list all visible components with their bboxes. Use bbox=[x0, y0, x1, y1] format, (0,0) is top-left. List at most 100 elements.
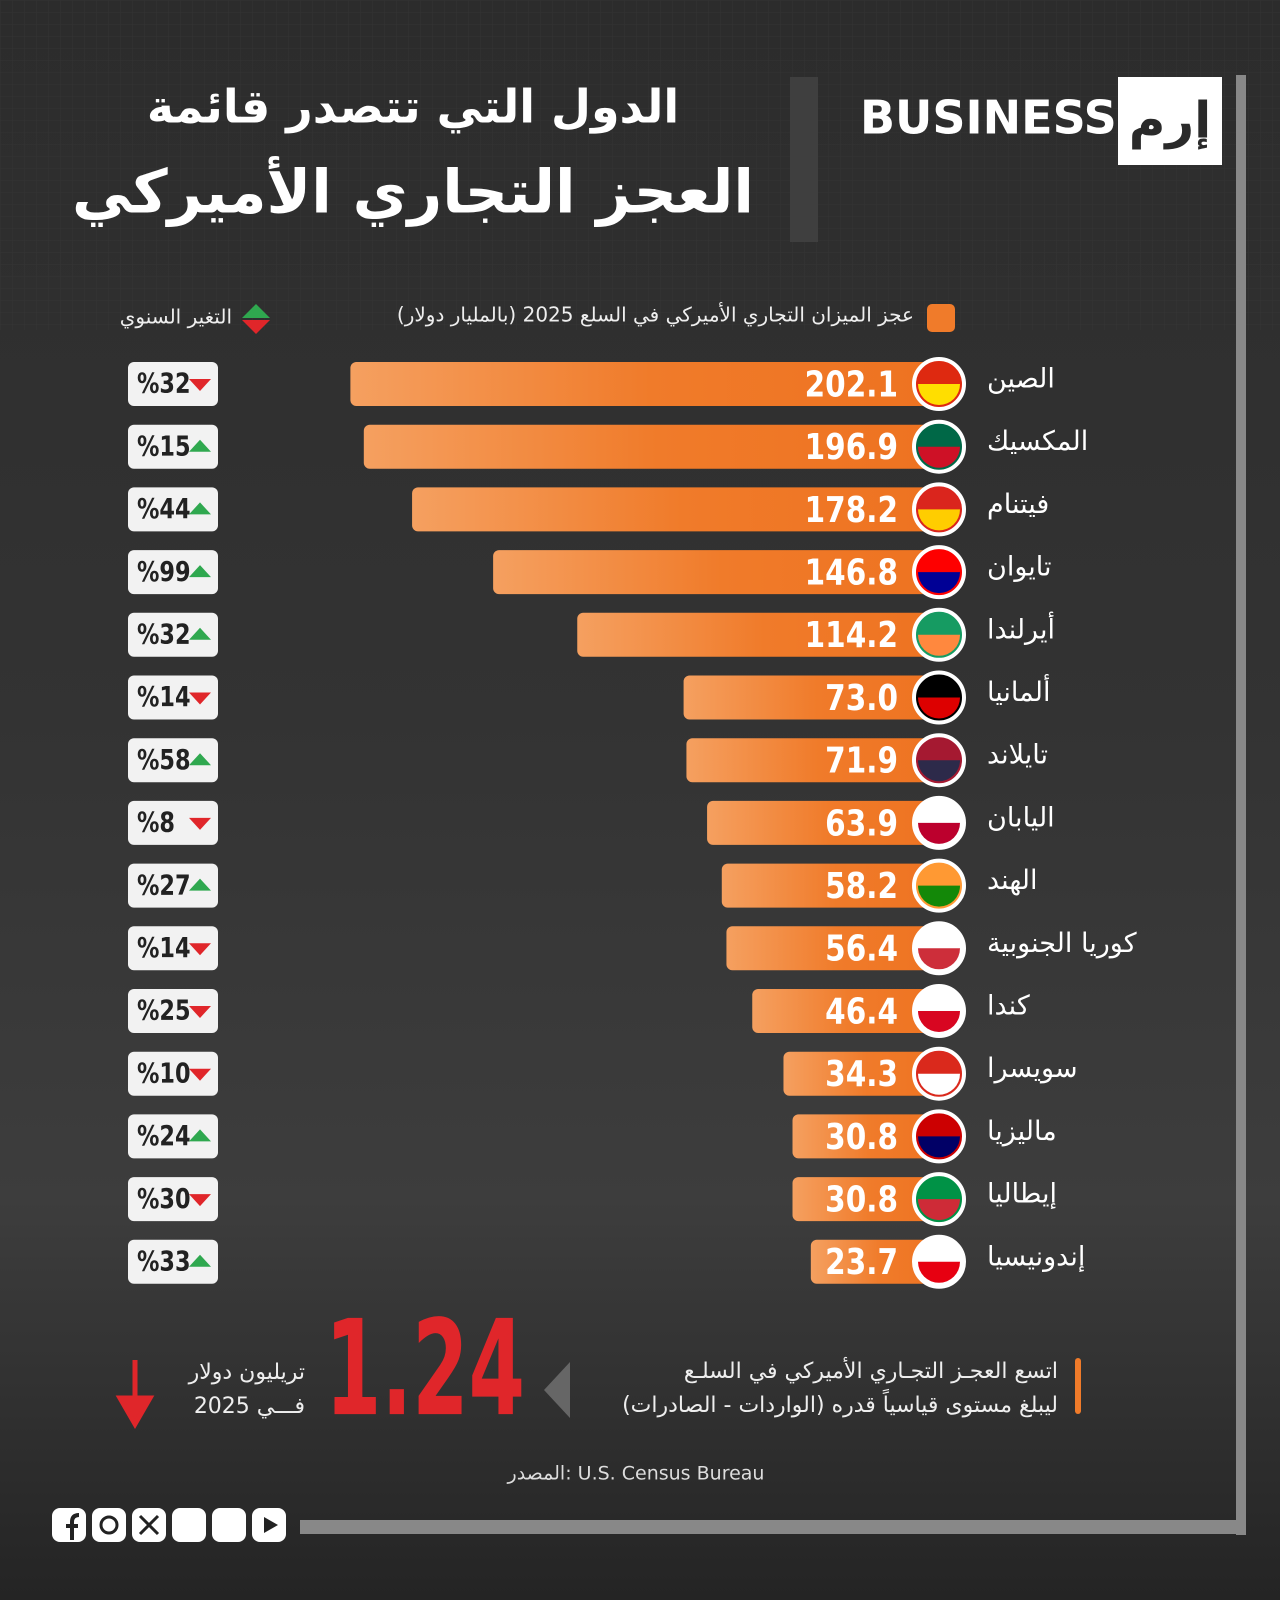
change-label: %25 bbox=[137, 993, 191, 1026]
country-label: كندا bbox=[987, 991, 1030, 1022]
change-box bbox=[128, 863, 218, 908]
icon-instagram[interactable] bbox=[92, 1508, 126, 1542]
change-label: %30 bbox=[137, 1181, 191, 1214]
country-label: سويسرا bbox=[987, 1053, 1078, 1084]
country-label: تايوان bbox=[987, 552, 1052, 583]
change-box bbox=[128, 1114, 218, 1159]
change-label: %99 bbox=[137, 554, 191, 587]
change-header: التغير السنوي bbox=[120, 305, 232, 330]
value-label: 30.8 bbox=[825, 1178, 898, 1221]
flag-detail bbox=[918, 1073, 960, 1095]
change-box bbox=[128, 1051, 218, 1096]
flag-detail bbox=[918, 634, 960, 656]
rows: الصين 202.1 %32 المكسيك 196.9 %15 فيتنام 178.2%… bbox=[128, 357, 1137, 1289]
change-label: %15 bbox=[137, 429, 191, 462]
change-box bbox=[128, 738, 218, 783]
change-box bbox=[128, 487, 218, 532]
change-arrow bbox=[189, 627, 211, 640]
bar bbox=[721, 863, 950, 908]
bar bbox=[363, 424, 950, 469]
title: العجز التجاري الأميركي bbox=[72, 156, 754, 228]
icon-glyph bbox=[99, 1515, 119, 1535]
total-year: فـــي 2025 bbox=[194, 1394, 305, 1419]
bar bbox=[726, 926, 950, 971]
change-box bbox=[128, 800, 218, 845]
change-box bbox=[128, 362, 218, 406]
country-label: ماليزيا bbox=[987, 1116, 1057, 1147]
brand-box bbox=[1118, 77, 1222, 165]
country-label: إيطاليا bbox=[987, 1179, 1057, 1210]
flag-detail bbox=[918, 572, 960, 594]
value-label: 178.2 bbox=[805, 488, 898, 531]
country-label: إندونيسيا bbox=[987, 1241, 1085, 1272]
icon-snapchat[interactable] bbox=[212, 1508, 246, 1542]
flag-detail bbox=[918, 384, 960, 405]
change-arrow bbox=[189, 878, 211, 891]
change-arrow bbox=[189, 1129, 211, 1142]
country-label: أيرلندا bbox=[987, 610, 1055, 645]
change-label: %44 bbox=[137, 492, 191, 525]
flag-detail bbox=[918, 1261, 960, 1283]
change-box bbox=[128, 989, 218, 1033]
bar bbox=[686, 738, 950, 783]
value-label: 202.1 bbox=[805, 362, 898, 405]
bar bbox=[792, 1177, 950, 1222]
value-label: 196.9 bbox=[805, 425, 898, 468]
bar bbox=[683, 675, 950, 720]
change-arrow bbox=[189, 1254, 211, 1267]
bar bbox=[577, 612, 950, 657]
icon-glyph bbox=[138, 1514, 160, 1536]
value-label: 56.4 bbox=[825, 927, 898, 970]
change-label: %14 bbox=[137, 680, 191, 713]
flag-detail bbox=[918, 509, 960, 531]
bar bbox=[412, 487, 950, 532]
frame-bottom bbox=[300, 1520, 1246, 1534]
divider bbox=[790, 77, 818, 242]
source: المصدر: U.S. Census Bureau bbox=[507, 1463, 765, 1485]
value-label: 58.2 bbox=[825, 864, 898, 907]
country-label: فيتنام bbox=[987, 489, 1049, 520]
flag-detail bbox=[918, 446, 960, 468]
subtitle: الدول التي تتصدر قائمة bbox=[147, 80, 679, 134]
change-label: %14 bbox=[137, 931, 191, 964]
icon-tiktok[interactable] bbox=[172, 1508, 206, 1542]
country-label: المكسيك bbox=[987, 426, 1088, 457]
change-box bbox=[128, 612, 218, 657]
flag-detail bbox=[918, 1011, 960, 1032]
value-label: 63.9 bbox=[825, 801, 898, 844]
value-label: 30.8 bbox=[825, 1115, 898, 1158]
brand: BUSINESS bbox=[860, 91, 1117, 145]
change-label: %58 bbox=[137, 742, 191, 775]
change-box bbox=[128, 926, 218, 971]
change-arrow bbox=[189, 379, 211, 391]
change-arrow bbox=[189, 439, 211, 452]
change-label: %8 bbox=[137, 805, 175, 838]
frame-right bbox=[1236, 75, 1246, 1535]
value-label: 34.3 bbox=[825, 1052, 898, 1095]
bar bbox=[752, 989, 950, 1033]
note-line: اتسع العجـز التجـاري الأميركي في السلـع bbox=[684, 1357, 1058, 1384]
country-label: الهند bbox=[987, 865, 1038, 896]
flag-detail bbox=[918, 1136, 960, 1158]
country-label: الصين bbox=[987, 364, 1055, 395]
change-box bbox=[128, 1239, 218, 1284]
value-label: 23.7 bbox=[825, 1240, 898, 1283]
note-bar bbox=[1075, 1358, 1081, 1414]
decline-arrow bbox=[115, 1360, 155, 1430]
pointer bbox=[544, 1362, 570, 1418]
country-label: كوريا الجنوبية bbox=[987, 928, 1137, 959]
change-label: %33 bbox=[137, 1244, 191, 1277]
flag-detail bbox=[918, 822, 960, 844]
bar bbox=[493, 550, 950, 595]
value-label: 71.9 bbox=[825, 739, 898, 782]
total-unit: تريليون دولار bbox=[188, 1360, 305, 1385]
country-label: ألمانيا bbox=[987, 673, 1050, 708]
flag-detail bbox=[918, 885, 960, 907]
change-box bbox=[128, 675, 218, 720]
change-icon-down bbox=[242, 320, 270, 334]
change-arrow bbox=[189, 1194, 211, 1207]
flag-detail bbox=[918, 760, 960, 782]
social-icons bbox=[52, 1508, 286, 1542]
change-label: %10 bbox=[137, 1056, 191, 1089]
value-label: 46.4 bbox=[825, 989, 898, 1032]
